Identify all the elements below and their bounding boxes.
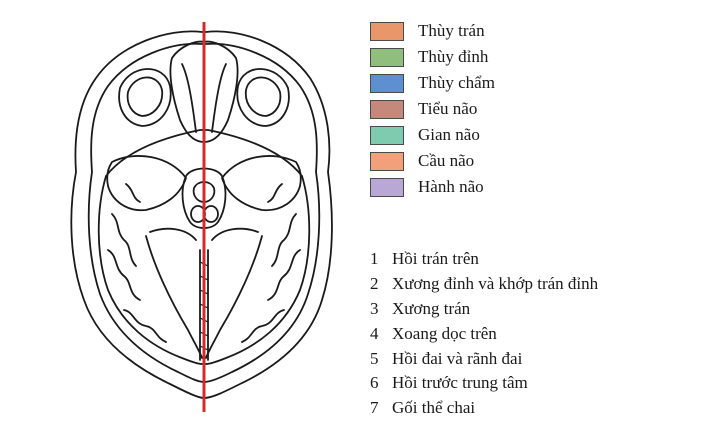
numbered-item: 4 Xoang dọc trên xyxy=(370,321,598,346)
numbered-item: 3 Xương trán xyxy=(370,297,598,322)
right-orbit xyxy=(236,68,290,127)
legend-item: Cầu não xyxy=(370,148,495,174)
item-text: Xương trán xyxy=(392,298,471,318)
pons-right xyxy=(203,205,219,223)
legend-swatch xyxy=(370,125,404,145)
item-text: Hồi trán trên xyxy=(392,249,479,269)
legend-label: Cầu não xyxy=(418,151,475,170)
left-temporal-lobe xyxy=(106,155,187,212)
right-gyri-3 xyxy=(241,309,285,343)
occipital-right xyxy=(205,235,263,359)
legend-item: Tiểu não xyxy=(370,96,495,122)
item-number: 2 xyxy=(370,274,379,294)
left-orbit xyxy=(118,68,172,127)
left-gyri-3 xyxy=(123,309,167,343)
item-text: Hồi đai và rãnh đai xyxy=(392,348,523,368)
falx xyxy=(199,249,209,361)
item-number: 4 xyxy=(370,323,379,343)
legend-item: Gian não xyxy=(370,122,495,148)
right-gyri-2 xyxy=(267,249,301,301)
left-eye xyxy=(126,76,164,117)
legend-item: Hành não xyxy=(370,174,495,200)
numbered-item: 6 Hồi trước trung tâm xyxy=(370,371,598,396)
skull-outer-contour xyxy=(70,30,333,399)
right-temporal-lobe xyxy=(221,155,302,212)
legend-item: Thùy chẩm xyxy=(370,70,495,96)
brain-outline xyxy=(97,129,311,365)
legend-label: Thùy trán xyxy=(418,21,485,40)
numbered-list: 1 Hồi trán trên 2 Xương đỉnh và khớp trán đ… xyxy=(370,247,598,421)
occipital-left xyxy=(145,235,203,359)
legend-label: Thùy chẩm xyxy=(418,73,495,92)
item-text: Gối thể chai xyxy=(392,398,476,418)
legend-label: Gian não xyxy=(418,125,480,144)
right-gyri-4 xyxy=(267,183,283,203)
left-gyri-4 xyxy=(125,183,141,203)
item-text: Xoang dọc trên xyxy=(392,323,497,343)
numbered-item: 5 Hồi đai và rãnh đai xyxy=(370,346,598,371)
legend-swatch xyxy=(370,21,404,41)
item-text: Xương đỉnh và khớp trán đỉnh xyxy=(392,274,599,294)
crista-left xyxy=(181,63,197,133)
numbered-item: 2 Xương đỉnh và khớp trán đỉnh xyxy=(370,272,598,297)
left-gyri-2 xyxy=(107,249,141,301)
item-text: Hồi trước trung tâm xyxy=(392,373,528,393)
legend-item: Thùy trán xyxy=(370,18,495,44)
tentorium xyxy=(149,227,259,241)
item-number: 7 xyxy=(370,398,379,418)
right-gyri-1 xyxy=(271,213,297,267)
legend-swatch xyxy=(370,73,404,93)
legend-label: Thùy đỉnh xyxy=(418,47,489,66)
legend-swatch xyxy=(370,151,404,171)
item-number: 1 xyxy=(370,249,379,269)
item-number: 3 xyxy=(370,298,379,318)
legend-swatch xyxy=(370,177,404,197)
right-eye xyxy=(244,76,282,117)
legend-label: Tiểu não xyxy=(418,99,478,118)
left-gyri-1 xyxy=(111,213,137,267)
brain-section-drawing xyxy=(70,22,333,412)
sella-region xyxy=(181,167,227,229)
crista-right xyxy=(211,63,227,133)
legend-label: Hành não xyxy=(418,177,484,196)
legend-item: Thùy đỉnh xyxy=(370,44,495,70)
numbered-item: 7 Gối thể chai xyxy=(370,396,598,421)
legend-swatch xyxy=(370,99,404,119)
legend-swatch xyxy=(370,47,404,67)
item-number: 6 xyxy=(370,373,379,393)
item-number: 5 xyxy=(370,348,379,368)
legend: Thùy trán Thùy đỉnh Thùy chẩm Tiểu não Gian … xyxy=(370,18,495,200)
numbered-item: 1 Hồi trán trên xyxy=(370,247,598,272)
